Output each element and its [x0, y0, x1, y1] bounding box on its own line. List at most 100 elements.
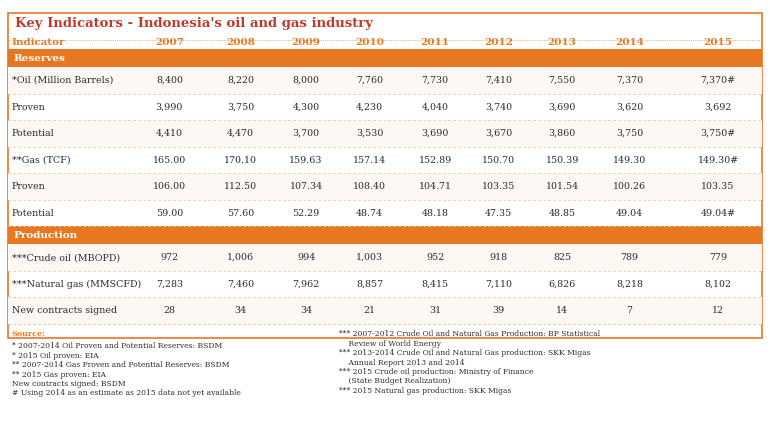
- Text: 1,003: 1,003: [356, 253, 383, 262]
- Text: New contracts signed: New contracts signed: [12, 306, 117, 315]
- Text: 107.34: 107.34: [290, 182, 323, 191]
- Text: Annual Report 2013 and 2014: Annual Report 2013 and 2014: [339, 359, 464, 367]
- Text: 1,006: 1,006: [227, 253, 254, 262]
- Bar: [8, 67, 762, 94]
- Text: ** 2015 Gas proven: EIA: ** 2015 Gas proven: EIA: [12, 371, 105, 379]
- Text: 2011: 2011: [420, 38, 450, 47]
- Text: ***Natural gas (MMSCFD): ***Natural gas (MMSCFD): [12, 279, 141, 289]
- Text: 3,750: 3,750: [616, 129, 643, 138]
- Text: 3,860: 3,860: [548, 129, 576, 138]
- Text: 2007: 2007: [155, 38, 184, 47]
- Text: 2009: 2009: [292, 38, 320, 47]
- Text: 49.04: 49.04: [616, 208, 643, 218]
- Text: 57.60: 57.60: [227, 208, 254, 218]
- Text: 106.00: 106.00: [152, 182, 186, 191]
- Text: Proven: Proven: [12, 102, 45, 112]
- Text: * 2015 Oil proven: EIA: * 2015 Oil proven: EIA: [12, 352, 99, 360]
- Text: 157.14: 157.14: [353, 155, 387, 165]
- Text: 150.39: 150.39: [545, 155, 579, 165]
- Text: *** 2015 Natural gas production: SKK Migas: *** 2015 Natural gas production: SKK Mig…: [339, 387, 511, 395]
- Text: 825: 825: [553, 253, 571, 262]
- Text: 28: 28: [163, 306, 176, 315]
- Text: 48.85: 48.85: [548, 208, 576, 218]
- Text: 112.50: 112.50: [224, 182, 257, 191]
- Text: 7,370#: 7,370#: [701, 76, 735, 85]
- Text: 103.35: 103.35: [482, 182, 515, 191]
- Text: Potential: Potential: [12, 208, 55, 218]
- Text: 7,962: 7,962: [293, 279, 320, 289]
- Text: 7,760: 7,760: [356, 76, 383, 85]
- Text: 8,857: 8,857: [356, 279, 383, 289]
- Bar: [8, 120, 762, 147]
- Text: 2015: 2015: [704, 38, 732, 47]
- Text: Source:: Source:: [12, 330, 45, 339]
- Text: 8,415: 8,415: [421, 279, 449, 289]
- Text: 7,370: 7,370: [616, 76, 643, 85]
- Text: 12: 12: [712, 306, 724, 315]
- Text: 2012: 2012: [484, 38, 513, 47]
- Text: 159.63: 159.63: [290, 155, 323, 165]
- Text: **Gas (TCF): **Gas (TCF): [12, 155, 70, 165]
- Text: # Using 2014 as an estimate as 2015 data not yet available: # Using 2014 as an estimate as 2015 data…: [12, 389, 240, 398]
- Text: 3,670: 3,670: [485, 129, 512, 138]
- Text: 14: 14: [556, 306, 568, 315]
- Text: 7,410: 7,410: [485, 76, 512, 85]
- Text: ***Crude oil (MBOPD): ***Crude oil (MBOPD): [12, 253, 119, 262]
- Text: 149.30: 149.30: [613, 155, 646, 165]
- Text: 994: 994: [297, 253, 315, 262]
- Text: Production: Production: [14, 231, 78, 240]
- Text: *** 2015 Crude oil production: Ministry of Finance: *** 2015 Crude oil production: Ministry …: [339, 368, 534, 376]
- Text: 150.70: 150.70: [482, 155, 515, 165]
- Text: 34: 34: [300, 306, 312, 315]
- Text: 4,300: 4,300: [293, 102, 320, 112]
- Bar: [8, 173, 762, 200]
- Text: 2014: 2014: [615, 38, 644, 47]
- Text: 7,550: 7,550: [548, 76, 576, 85]
- Text: 3,692: 3,692: [705, 102, 732, 112]
- Text: *** 2007-2012 Crude Oil and Natural Gas Production: BP Statistical: *** 2007-2012 Crude Oil and Natural Gas …: [339, 330, 600, 339]
- Text: 3,750: 3,750: [227, 102, 254, 112]
- Text: 3,990: 3,990: [156, 102, 183, 112]
- Text: 39: 39: [493, 306, 504, 315]
- Text: 8,220: 8,220: [227, 76, 254, 85]
- Text: Reserves: Reserves: [14, 54, 65, 63]
- Text: 3,700: 3,700: [293, 129, 320, 138]
- Text: Indicator: Indicator: [12, 38, 65, 47]
- Text: ** 2007-2014 Gas Proven and Potential Reserves: BSDM: ** 2007-2014 Gas Proven and Potential Re…: [12, 361, 229, 369]
- Text: 108.40: 108.40: [353, 182, 386, 191]
- Text: 2013: 2013: [547, 38, 577, 47]
- Text: 2008: 2008: [226, 38, 255, 47]
- Text: 779: 779: [709, 253, 727, 262]
- Text: 59.00: 59.00: [156, 208, 183, 218]
- Text: 7: 7: [627, 306, 632, 315]
- Text: (State Budget Realization): (State Budget Realization): [339, 377, 450, 386]
- Text: 3,530: 3,530: [356, 129, 383, 138]
- Text: Review of World Energy: Review of World Energy: [339, 340, 440, 348]
- Text: 101.54: 101.54: [545, 182, 579, 191]
- Text: 103.35: 103.35: [701, 182, 735, 191]
- Text: 7,460: 7,460: [227, 279, 254, 289]
- Text: 7,110: 7,110: [485, 279, 512, 289]
- Text: *Oil (Million Barrels): *Oil (Million Barrels): [12, 76, 113, 85]
- Text: 2010: 2010: [355, 38, 384, 47]
- Text: 34: 34: [235, 306, 246, 315]
- Bar: [8, 297, 762, 324]
- Text: 165.00: 165.00: [152, 155, 186, 165]
- Text: 952: 952: [426, 253, 444, 262]
- Text: 170.10: 170.10: [224, 155, 257, 165]
- Text: Key Indicators - Indonesia's oil and gas industry: Key Indicators - Indonesia's oil and gas…: [15, 17, 373, 30]
- Text: 789: 789: [621, 253, 638, 262]
- Text: 49.04#: 49.04#: [701, 208, 735, 218]
- Text: 4,470: 4,470: [227, 129, 254, 138]
- Text: 47.35: 47.35: [485, 208, 512, 218]
- Text: 8,000: 8,000: [293, 76, 320, 85]
- Text: 3,690: 3,690: [548, 102, 576, 112]
- Text: * 2007-2014 Oil Proven and Potential Reserves: BSDM: * 2007-2014 Oil Proven and Potential Res…: [12, 342, 222, 351]
- Text: 4,040: 4,040: [421, 102, 449, 112]
- Text: 8,102: 8,102: [705, 279, 732, 289]
- Text: New contracts signed: BSDM: New contracts signed: BSDM: [12, 380, 126, 388]
- Text: 7,730: 7,730: [421, 76, 449, 85]
- Text: 52.29: 52.29: [293, 208, 320, 218]
- Text: 31: 31: [429, 306, 441, 315]
- Bar: [8, 49, 762, 67]
